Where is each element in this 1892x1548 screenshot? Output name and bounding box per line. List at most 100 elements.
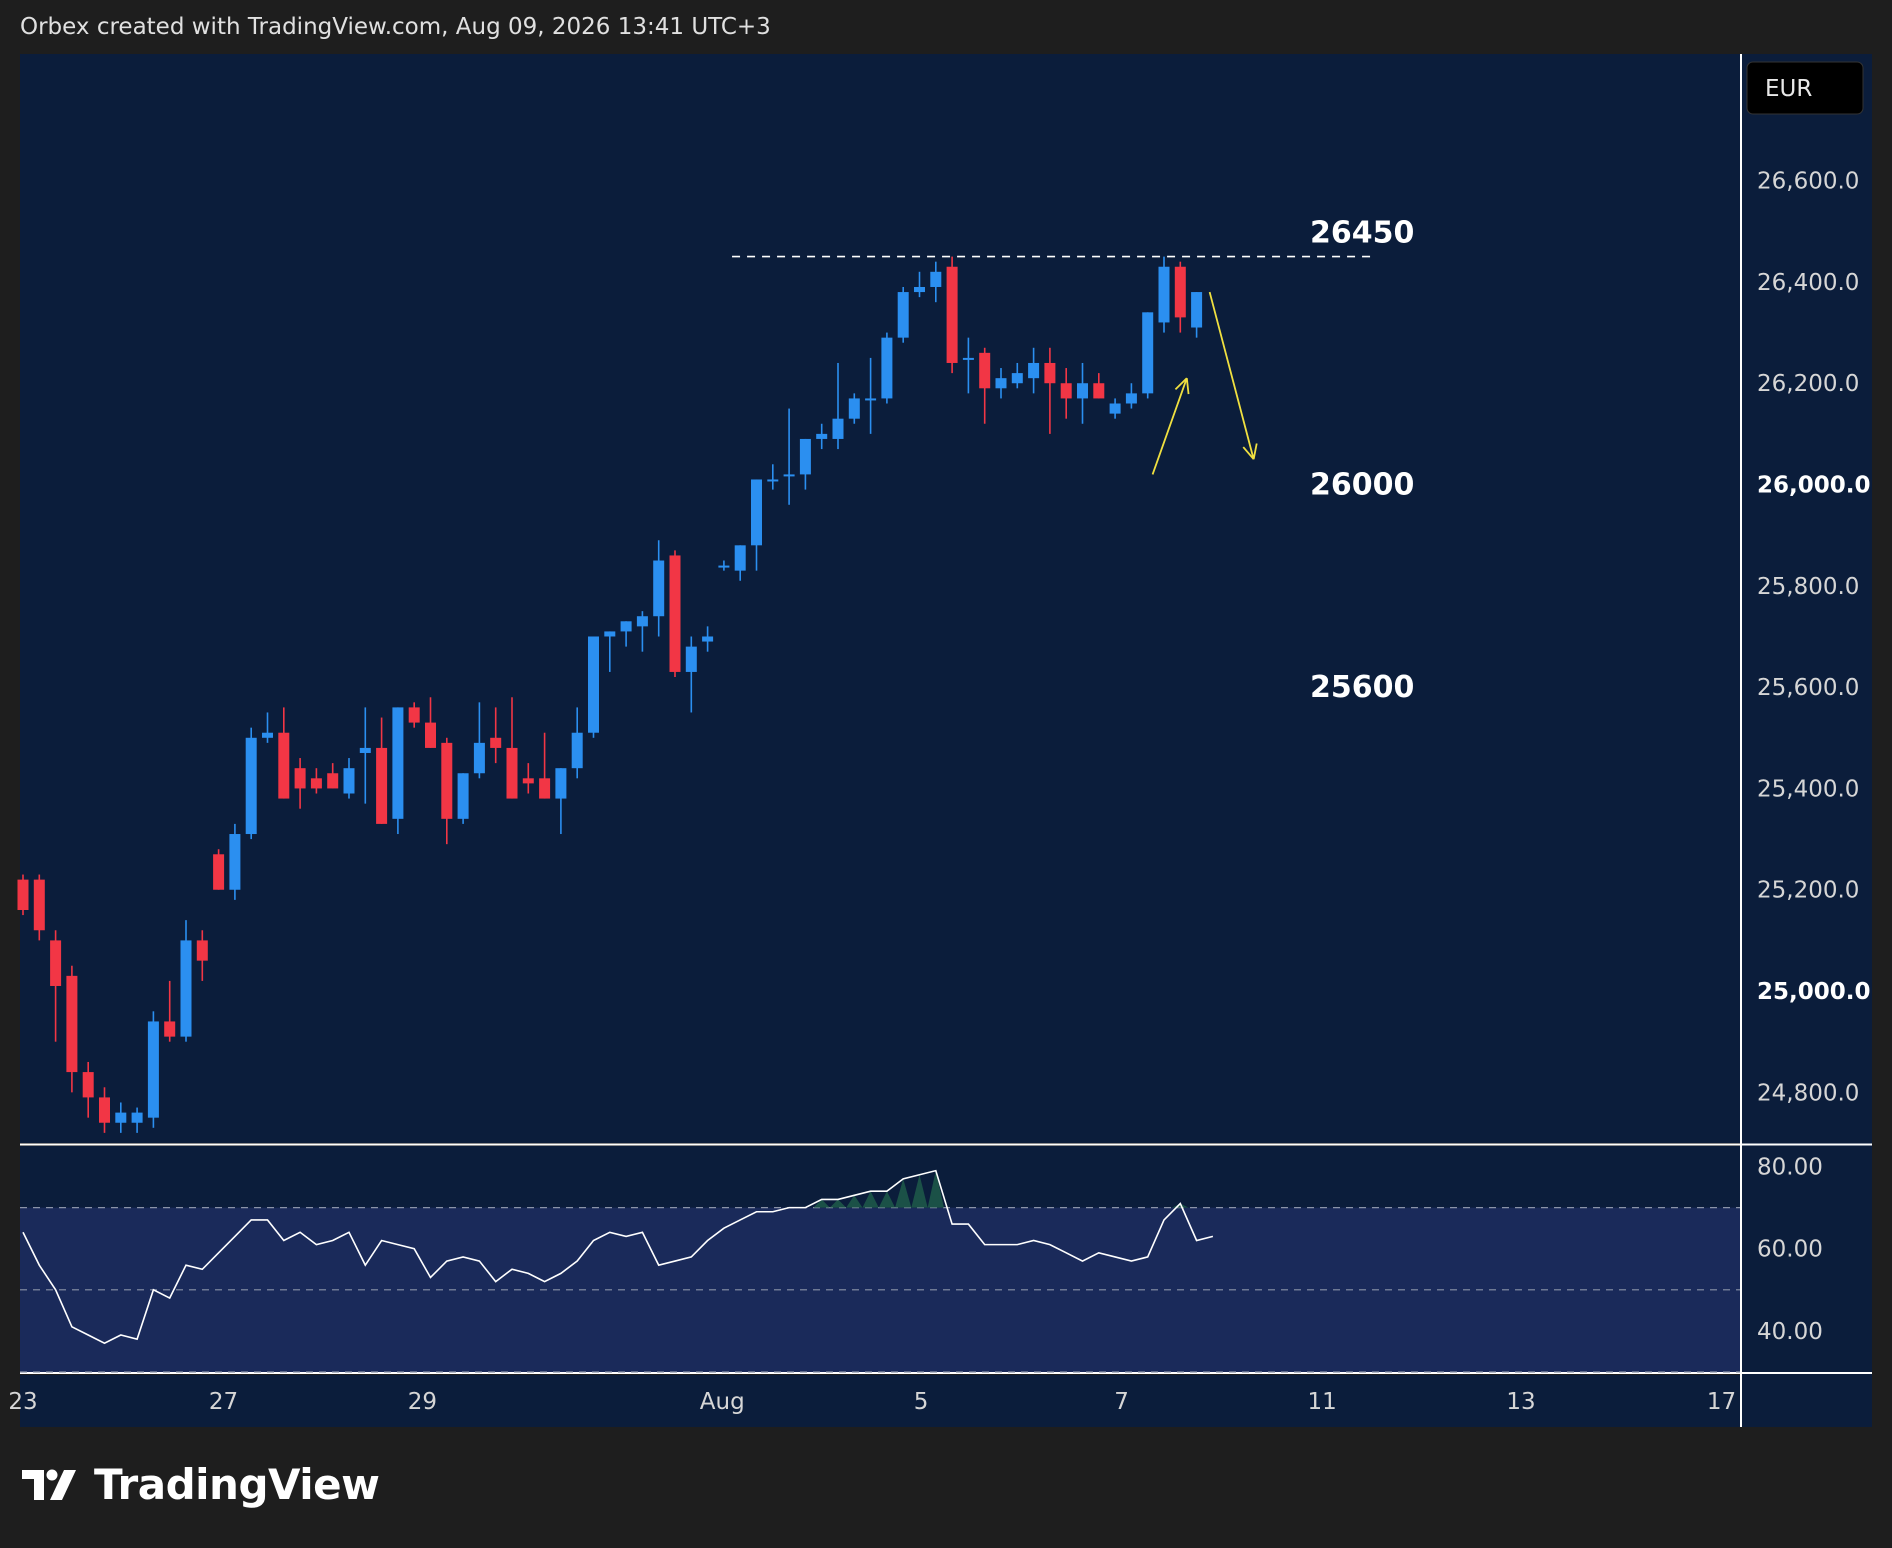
candle-body (131, 1112, 143, 1123)
candle-body (751, 479, 762, 546)
time-axis[interactable]: 23 27 29 Aug 5 7 11 13 17 (8, 1389, 1736, 1415)
candle-body (799, 438, 811, 475)
arrow-head (1252, 443, 1258, 460)
price-axis[interactable]: 26,600.0 26,400.0 26,200.0 26,000.0 25,800.0… (1757, 169, 1871, 1107)
price-tick-label: 26,000.0 (1757, 473, 1871, 499)
time-tick-label: 17 (1707, 1389, 1736, 1415)
candle-body (718, 565, 730, 568)
candle-body (1060, 383, 1072, 399)
candle (131, 1107, 143, 1133)
time-tick-label: 27 (209, 1389, 238, 1415)
candle-body (946, 266, 958, 363)
candle (604, 631, 616, 672)
price-levels: 26450 26000 25600 (732, 216, 1414, 705)
level-label-26000: 26000 (1310, 468, 1414, 503)
candle-body (441, 742, 453, 819)
candle-body (1077, 383, 1088, 399)
candle (1109, 398, 1121, 419)
candle-body (522, 778, 534, 784)
candle (751, 479, 762, 571)
tradingview-logo[interactable]: TradingView (22, 1460, 380, 1509)
time-tick-label: 23 (8, 1389, 37, 1415)
price-tick-label: 26,200.0 (1757, 371, 1859, 397)
price-tick-label: 25,200.0 (1757, 878, 1859, 904)
candle-body (278, 732, 290, 799)
candle-body (506, 747, 518, 799)
price-tick-label: 25,400.0 (1757, 776, 1859, 802)
arrow-shaft (1151, 377, 1188, 475)
rsi-axis[interactable]: 80.00 60.00 40.00 (1757, 1155, 1823, 1345)
candle-body (327, 773, 339, 789)
candle-body (359, 747, 371, 753)
candle-body (115, 1112, 127, 1123)
price-tick-label: 26,600.0 (1757, 169, 1859, 195)
price-pane-bg (20, 54, 1740, 1143)
candle (897, 286, 909, 343)
price-tick-label: 25,000.0 (1757, 979, 1871, 1005)
candle-body (66, 975, 78, 1073)
candle (653, 540, 665, 637)
candle-body (588, 636, 599, 733)
candle-body (1011, 373, 1023, 384)
candle (1158, 256, 1170, 333)
arrow-down (1208, 291, 1258, 460)
arrow-head (1242, 446, 1255, 460)
time-tick-label: Aug (700, 1389, 745, 1415)
candle (164, 980, 176, 1042)
candle-body (1142, 312, 1154, 394)
candle (359, 707, 371, 804)
candle (457, 773, 469, 824)
candle (490, 707, 502, 764)
candle (327, 763, 339, 789)
candle-body (1174, 266, 1186, 318)
candle-body (1191, 292, 1203, 328)
rsi-tick-label: 60.00 (1757, 1237, 1823, 1263)
candle (669, 550, 681, 678)
candle (799, 438, 811, 490)
candle (310, 768, 322, 794)
candle-body (1125, 393, 1137, 404)
currency-badge[interactable]: EUR (1746, 61, 1864, 115)
candle-body (734, 545, 746, 571)
candle (66, 965, 78, 1093)
candle (425, 697, 436, 748)
candle-body (653, 560, 665, 617)
candle-body (930, 271, 942, 287)
candle (262, 712, 273, 743)
candle-body (979, 352, 991, 389)
candle (1011, 362, 1023, 389)
candle-body (392, 707, 404, 819)
candle (1174, 261, 1186, 333)
candle (1093, 373, 1105, 399)
annotations (1151, 291, 1258, 475)
candle (767, 464, 779, 490)
chart-header: Orbex created with TradingView.com, Aug … (20, 14, 771, 40)
time-tick-label: 7 (1114, 1389, 1129, 1415)
candle (848, 393, 860, 424)
candle-body (408, 707, 420, 723)
candle (1060, 368, 1072, 419)
arrow-up (1151, 377, 1190, 475)
candle (1028, 347, 1040, 394)
candle-body (1109, 403, 1121, 414)
candle (408, 702, 420, 728)
candle-body (50, 940, 62, 986)
candle (99, 1087, 110, 1133)
candle-body (164, 1021, 176, 1037)
candle (441, 737, 453, 845)
candle (33, 874, 45, 941)
tradingview-logo-text: TradingView (94, 1460, 380, 1509)
level-label-26450: 26450 (1310, 216, 1414, 251)
candle (196, 930, 208, 981)
candle (734, 545, 746, 581)
candle-body (343, 768, 355, 794)
candle (783, 408, 795, 505)
candle (979, 347, 991, 424)
candle-body (229, 834, 241, 890)
candles (17, 256, 1203, 1133)
candle (294, 758, 306, 809)
candle (1044, 347, 1056, 434)
candle (1125, 383, 1137, 409)
candle (930, 261, 942, 303)
